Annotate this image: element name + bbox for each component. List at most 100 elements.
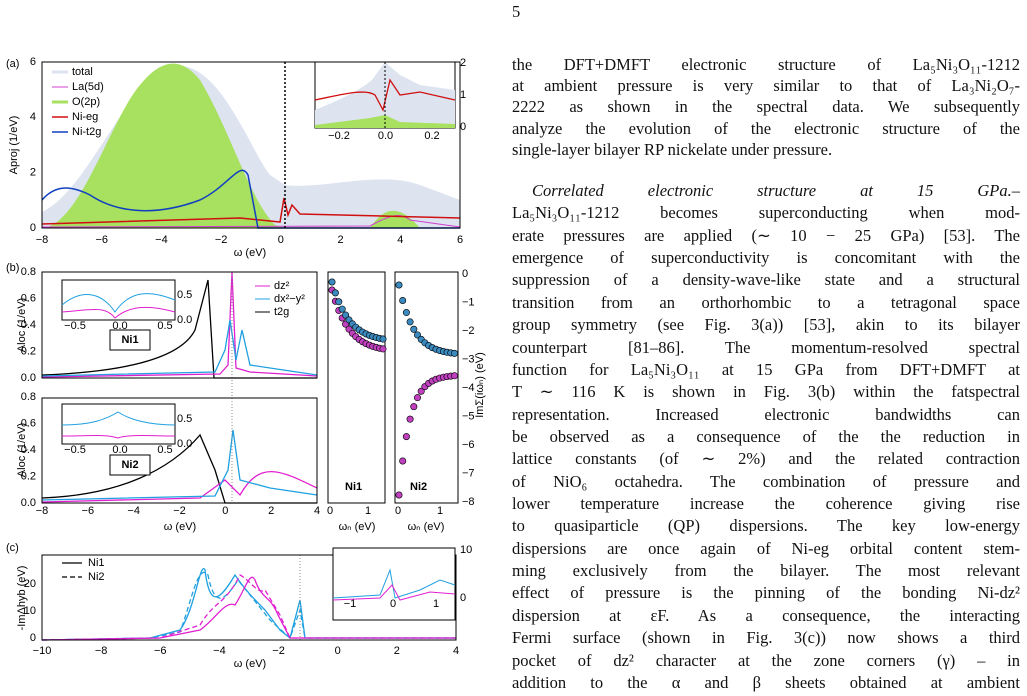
tick-label: 2 <box>268 505 274 517</box>
tick-label: −6 <box>462 439 475 451</box>
legend-label: total <box>72 66 93 78</box>
tick-label: 4 <box>397 234 403 246</box>
tick-label: −3 <box>462 353 475 365</box>
tick-label: 2 <box>394 645 400 657</box>
x-label: ω (eV) <box>164 521 196 533</box>
text-line: erate pressures are applied (∼ 10 − 25 G… <box>512 225 1020 245</box>
tick-label: 0 <box>327 505 333 517</box>
text-line: Fermi surface (shown in Fig. 3(c)) now s… <box>512 628 1020 648</box>
tick-label: 0 <box>390 598 396 610</box>
tick-label: 0.5 <box>177 289 192 301</box>
tick-label: 0 <box>30 632 36 644</box>
text-line: single-layer bilayer RP nickelate under … <box>512 139 833 159</box>
tick-label: 0.4 <box>21 444 36 456</box>
tick-label: 6 <box>30 56 36 68</box>
tick-label: −1 <box>344 598 357 610</box>
tick-label: 0 <box>222 505 228 517</box>
text-line: lower temperature increase the coherence… <box>512 494 1020 514</box>
x-label: ωₙ (eV) <box>408 521 445 533</box>
text-line: addition to the α and β sheets obtained … <box>512 672 1020 692</box>
tag: Ni1 <box>121 334 138 346</box>
tick-label: 0 <box>460 121 466 133</box>
y-label: ImΣ(iωₙ) (eV) <box>474 352 486 418</box>
tick-label: 10 <box>24 605 36 617</box>
tick-label: −7 <box>462 467 475 479</box>
tick-label: 0 <box>395 505 401 517</box>
x-label: ω (eV) <box>234 658 266 670</box>
tick-label: 0.2 <box>21 470 36 482</box>
tick-label: 2 <box>460 57 466 69</box>
point <box>335 298 343 306</box>
point <box>413 394 421 402</box>
x-label: ωₙ (eV) <box>339 521 376 533</box>
tick-label: 0.5 <box>177 413 192 425</box>
tick-label: −0.5 <box>64 320 86 332</box>
text-line: effect of pressure is the pinning of the… <box>512 583 1020 603</box>
tag: Ni2 <box>410 481 427 493</box>
tick-label: −6 <box>82 505 95 517</box>
tick-label: −1 <box>462 296 475 308</box>
y-label: -ImΔhyb (eV) <box>16 566 28 631</box>
tick-label: 4 <box>314 505 320 517</box>
text-line: suppression of a density-wave-like state… <box>512 270 1020 290</box>
tick-label: −2 <box>272 645 285 657</box>
tick-label: 0.2 <box>21 345 36 357</box>
tick-label: 0.0 <box>378 130 393 142</box>
tick-label: 1 <box>437 505 443 517</box>
tick-label: 0 <box>462 268 468 280</box>
text-line: lattice constants (of ∼ 2%) and the rela… <box>512 449 1020 469</box>
tick-label: −2 <box>173 505 186 517</box>
point <box>410 325 418 333</box>
point <box>450 372 458 380</box>
tick-label: −2 <box>215 234 228 246</box>
text-line: the DFT+DMFT electronic structure of La₅… <box>512 55 1020 74</box>
tick-label: −6 <box>154 645 167 657</box>
text-line: to quasiparticle (QP) dispersions. The k… <box>512 516 1020 536</box>
text-line: Correlated electronic structure at 15 GP… <box>532 181 1020 200</box>
tick-label: 1 <box>433 598 439 610</box>
x-label: ω (eV) <box>234 247 266 259</box>
panel-label: (b) <box>6 262 19 274</box>
tick-label: 0 <box>30 222 36 234</box>
text-line: La₅Ni₃O₁₁-1212 becomes superconducting w… <box>512 203 1020 223</box>
tick-label: −4 <box>213 645 226 657</box>
point <box>342 311 350 319</box>
tag: Ni1 <box>345 481 362 493</box>
text-line: dispersion at εF. As a consequence, the … <box>512 605 1020 625</box>
tick-label: 0 <box>335 645 341 657</box>
figure: total La(5d) O(2p) Ni-eg Ni-t2g (a) Apro… <box>6 56 486 670</box>
legend: Ni1 Ni2 <box>62 557 105 583</box>
tick-label: −4 <box>127 505 140 517</box>
tick-label: −2 <box>462 325 475 337</box>
point <box>402 309 410 317</box>
text-line: transition from an orthorhombic to a tet… <box>512 292 1020 312</box>
page-number: 5 <box>512 2 521 21</box>
text-line: 2222 as shown in the spectral data. We s… <box>512 97 1020 117</box>
text-line: of NiO₆ octahedra. The combination of pr… <box>512 471 1020 491</box>
tick-label: 0.0 <box>112 444 127 456</box>
tick-label: −8 <box>462 496 475 508</box>
tag: Ni2 <box>121 459 138 471</box>
text-line: function for La₅Ni₃O₁₁ at 15 GPa from DF… <box>512 359 1020 379</box>
text-line: dispersions are once again of Ni-eg orbi… <box>512 538 1020 558</box>
legend-label: Ni-eg <box>72 111 98 123</box>
tick-label: 1 <box>460 89 466 101</box>
tick-label: 4 <box>30 111 36 123</box>
text-line: T ∼ 116 K is shown in Fig. 3(b) within t… <box>512 382 1020 402</box>
tick-label: −8 <box>95 645 108 657</box>
text-line: be observed as a consequence of the the … <box>512 426 1020 446</box>
tick-label: −0.5 <box>64 444 86 456</box>
tick-label: 0.4 <box>21 319 36 331</box>
point <box>406 415 414 423</box>
point <box>410 403 418 411</box>
tick-label: 4 <box>453 645 459 657</box>
tick-label: 0.5 <box>157 444 172 456</box>
tick-label: −8 <box>36 505 49 517</box>
tick-label: 2 <box>30 167 36 179</box>
point <box>338 305 346 313</box>
tick-label: −0.2 <box>328 130 350 142</box>
point <box>379 335 387 343</box>
tick-label: 0.6 <box>21 292 36 304</box>
text-line: ming exclusively from the bilayer. The m… <box>512 561 1020 581</box>
